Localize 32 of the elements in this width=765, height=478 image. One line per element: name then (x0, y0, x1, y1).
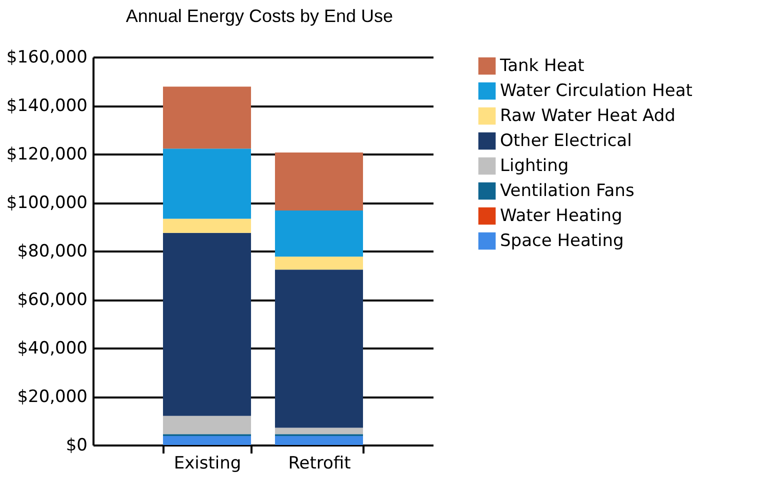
y-tick-label: $160,000 (6, 48, 88, 68)
bar (162, 86, 252, 149)
legend-label: Other Electrical (500, 131, 632, 151)
legend-label: Water Heating (500, 206, 622, 226)
y-tick-label: $40,000 (17, 338, 88, 358)
bar (274, 152, 364, 211)
bar (162, 416, 252, 434)
legend-label: Ventilation Fans (500, 181, 634, 201)
legend-label: Water Circulation Heat (500, 81, 693, 101)
y-tick-label: $100,000 (6, 193, 88, 213)
bar (162, 436, 252, 445)
bar (274, 428, 364, 434)
legend-label: Raw Water Heat Add (500, 106, 676, 126)
y-tick-label: $0 (66, 436, 88, 456)
bar (274, 436, 364, 445)
legend-label: Space Heating (500, 231, 624, 251)
y-tick-label: $20,000 (17, 387, 88, 407)
y-tick-label: $140,000 (6, 96, 88, 116)
x-tick-label: Existing (174, 454, 242, 474)
bar (274, 256, 364, 270)
y-tick-label: $120,000 (6, 144, 88, 164)
bar (162, 218, 252, 233)
bar (274, 210, 364, 257)
legend-label: Tank Heat (499, 56, 585, 76)
y-tick-label: $60,000 (17, 290, 88, 310)
y-tick-label: $80,000 (17, 242, 88, 262)
bar (274, 270, 364, 428)
bar (162, 148, 252, 219)
x-tick-label: Retrofit (288, 454, 352, 474)
chart-title: Annual Energy Costs by End Use (126, 6, 394, 26)
bar (162, 232, 252, 416)
legend-label: Lighting (500, 156, 569, 176)
